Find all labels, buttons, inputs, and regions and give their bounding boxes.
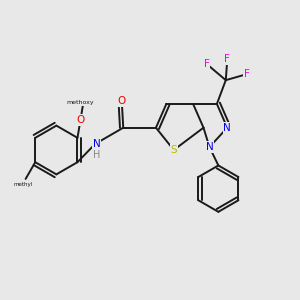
Text: methyl: methyl — [13, 182, 32, 187]
Text: S: S — [170, 145, 177, 155]
Text: N: N — [206, 142, 213, 152]
Text: methoxy: methoxy — [66, 100, 94, 105]
Text: F: F — [244, 69, 250, 79]
Text: O: O — [76, 115, 85, 125]
Text: H: H — [93, 150, 100, 160]
Text: F: F — [203, 59, 209, 69]
Text: O: O — [118, 96, 126, 106]
Text: N: N — [224, 123, 231, 133]
Text: F: F — [224, 54, 230, 64]
Text: N: N — [93, 139, 101, 149]
